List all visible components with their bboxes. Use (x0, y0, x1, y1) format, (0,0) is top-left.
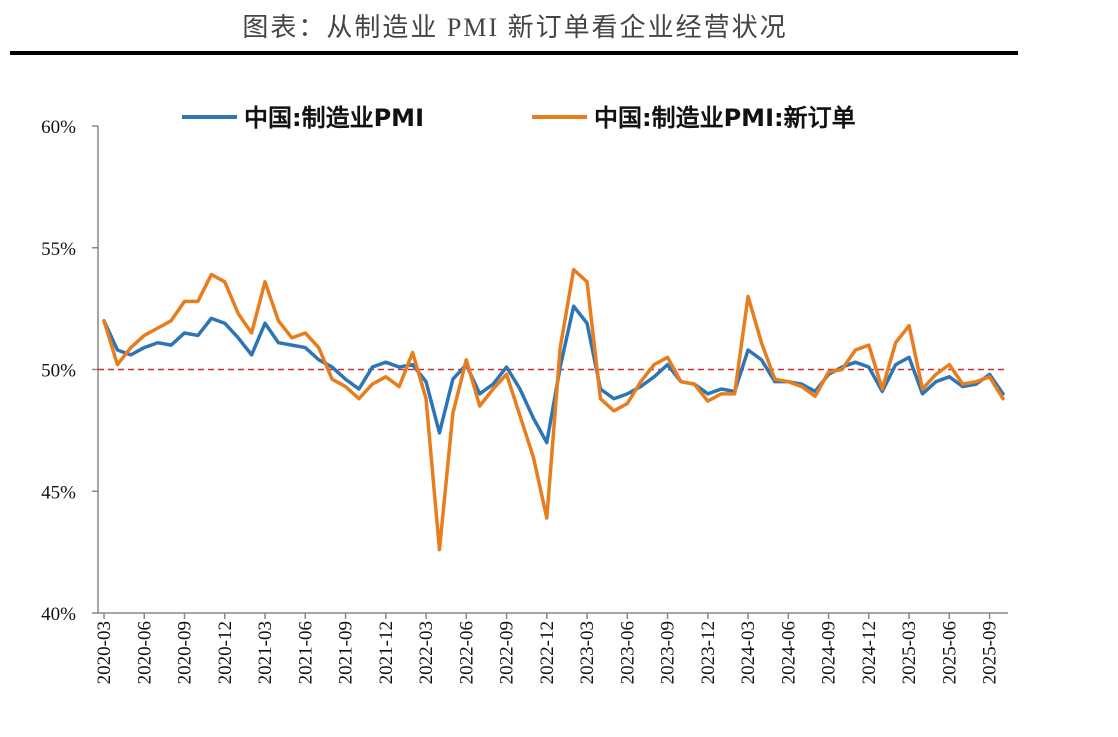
x-tick-label: 2020-09 (175, 621, 196, 684)
x-tick-label: 2021-06 (295, 621, 316, 684)
x-tick-label: 2020-03 (94, 621, 115, 684)
series-line (102, 304, 1005, 445)
x-tick-label: 2022-03 (416, 621, 437, 684)
x-tick-label: 2023-12 (698, 621, 719, 684)
x-tick-label: 2023-06 (617, 621, 638, 684)
y-tick-label: 60% (41, 117, 76, 138)
x-tick-label: 2024-06 (778, 621, 799, 684)
x-tick-label: 2024-09 (819, 621, 840, 684)
chart-title: 图表：从制造业 PMI 新订单看企业经营状况 (242, 13, 787, 42)
x-tick-label: 2023-09 (658, 621, 679, 684)
x-tick-label: 2022-06 (456, 621, 477, 684)
y-tick-label: 40% (41, 604, 76, 625)
x-tick-label: 2021-09 (336, 621, 357, 684)
y-tick-label: 50% (41, 361, 76, 382)
x-tick-label: 2021-12 (376, 621, 397, 684)
legend-label: 中国:制造业PMI (244, 104, 424, 132)
x-tick-label: 2025-03 (899, 621, 920, 684)
x-tick-label: 2025-09 (980, 621, 1001, 684)
y-tick-label: 45% (41, 482, 76, 503)
x-tick-label: 2022-12 (537, 621, 558, 684)
x-tick-label: 2025-06 (939, 621, 960, 684)
series-line (102, 267, 1005, 552)
x-tick-label: 2022-09 (497, 621, 518, 684)
x-tick-label: 2024-03 (738, 621, 759, 684)
legend-label: 中国:制造业PMI:新订单 (594, 104, 856, 132)
x-tick-label: 2021-03 (255, 621, 276, 684)
x-tick-label: 2023-03 (577, 621, 598, 684)
y-tick-label: 55% (41, 239, 76, 260)
x-tick-label: 2020-12 (215, 621, 236, 684)
x-tick-label: 2024-12 (859, 621, 880, 684)
x-tick-label: 2020-06 (134, 621, 155, 684)
